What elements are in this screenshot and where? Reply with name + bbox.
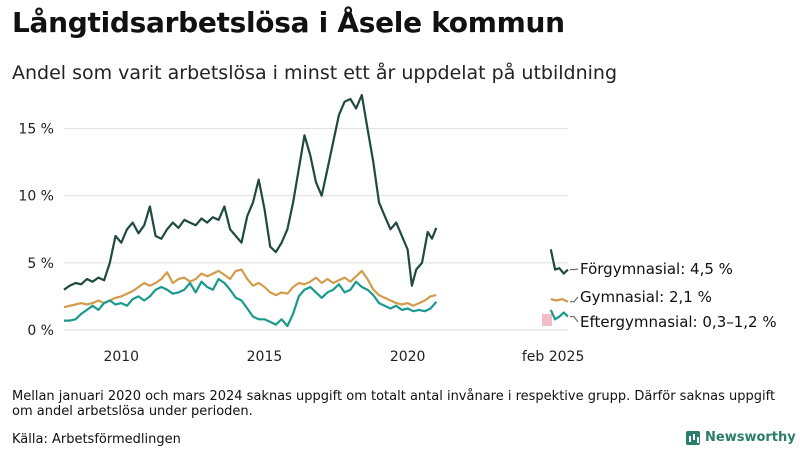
gridlines	[64, 128, 568, 331]
x-axis-ticks: 2010 2015 2020 feb 2025	[103, 349, 584, 365]
y-axis-ticks: 0 % 5 % 10 % 15 %	[18, 122, 54, 339]
series-line	[63, 268, 437, 309]
brand-name: Newsworthy	[705, 430, 796, 445]
label-leader	[570, 268, 579, 271]
brand-logo[interactable]: Newsworthy	[686, 430, 796, 445]
series-line	[549, 249, 569, 275]
newsworthy-logo-icon	[686, 430, 700, 445]
series-end-label: Eftergymnasial: 0,3–1,2 %	[580, 313, 777, 331]
footnote: Mellan januari 2020 och mars 2024 saknas…	[12, 389, 776, 419]
label-leader	[570, 296, 579, 303]
label-leader	[570, 316, 579, 323]
source-note: Källa: Arbetsförmedlingen	[12, 432, 181, 447]
x-tick-label: 2010	[103, 349, 139, 365]
series-line	[549, 309, 569, 321]
y-tick-label: 5 %	[27, 256, 54, 272]
y-tick-label: 0 %	[27, 323, 54, 339]
series-end-label: Förgymnasial: 4,5 %	[580, 260, 733, 278]
x-tick-label: feb 2025	[522, 349, 585, 365]
y-tick-label: 15 %	[18, 122, 54, 138]
chart-subtitle: Andel som varit arbetslösa i minst ett å…	[12, 62, 618, 84]
range-band	[542, 313, 552, 326]
series-line	[63, 93, 438, 291]
series-end-label: Gymnasial: 2,1 %	[580, 288, 712, 306]
series-lines	[63, 93, 569, 328]
x-tick-label: 2015	[247, 349, 283, 365]
range-markers	[542, 313, 552, 326]
series-line	[64, 277, 438, 328]
x-tick-label: 2020	[390, 349, 426, 365]
chart-title: Långtidsarbetslösa i Åsele kommun	[12, 6, 565, 39]
series-line	[550, 298, 569, 303]
y-tick-label: 10 %	[18, 189, 54, 205]
series-end-labels: Förgymnasial: 4,5 % Gymnasial: 2,1 % Efter…	[570, 260, 777, 331]
